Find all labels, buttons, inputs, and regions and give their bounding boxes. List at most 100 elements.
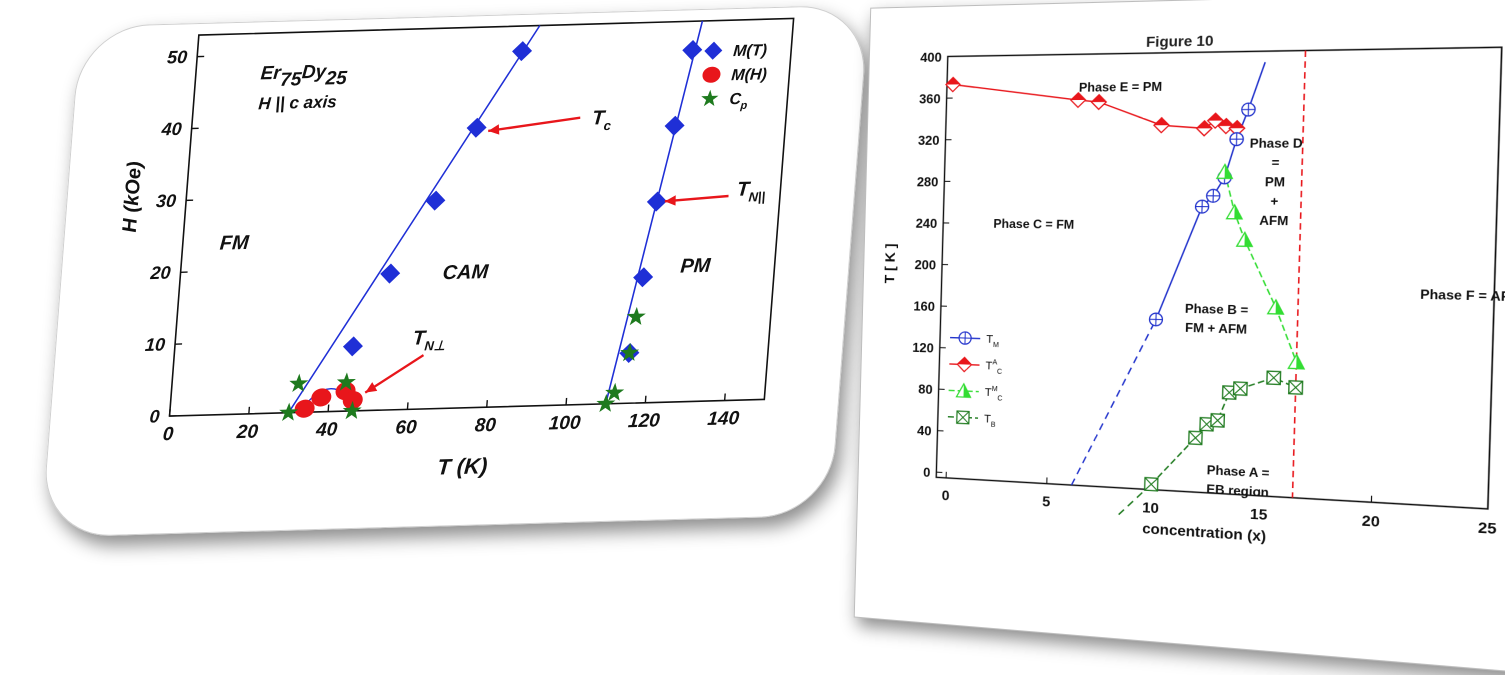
left-chart-svg: 02040608010012014001020304050T (K)H (kOe…	[40, 4, 869, 537]
legend-marker	[959, 332, 971, 345]
y-tick-label: 40	[917, 422, 932, 438]
tn-parallel-arrow-head	[664, 195, 676, 206]
tm-marker	[1206, 189, 1220, 202]
x-tick-mark	[725, 394, 726, 401]
y-tick-label: 20	[149, 263, 172, 284]
mt-diamond-marker	[646, 191, 668, 212]
cp-star-marker	[288, 373, 308, 392]
tc-label-sub: c	[603, 118, 612, 133]
y-tick-label: 200	[914, 257, 936, 273]
legend-label-sub: B	[991, 422, 996, 430]
mt-diamond-marker	[342, 336, 364, 357]
y-tick-label: 50	[166, 47, 188, 68]
phase-d-label-line: PM	[1265, 175, 1286, 190]
tn-parallel-label: TN||	[736, 178, 767, 205]
tb-marker	[1211, 414, 1225, 427]
x-tick-label: 140	[707, 408, 741, 430]
legend-mh-marker	[702, 66, 721, 83]
tc-arrow-shaft	[488, 118, 580, 131]
mt-diamond-marker	[511, 41, 533, 62]
x-tick-label: 120	[627, 410, 661, 432]
y-tick-label: 400	[920, 49, 942, 65]
x-tick-label: 20	[235, 422, 259, 444]
tm-marker	[1230, 133, 1244, 146]
x-tick-label: 20	[1362, 512, 1381, 530]
right-chart-svg: Figure 100408012016020024028032036040005…	[854, 0, 1505, 675]
sample-label-part: Dy	[301, 61, 328, 83]
legend-cp-marker	[700, 90, 718, 107]
phase-d-label-line: Phase D	[1250, 136, 1304, 151]
tm-marker	[1149, 313, 1162, 326]
tm-marker	[1195, 200, 1208, 213]
mh-circle-marker	[311, 388, 332, 407]
sample-label: Er75Dy25	[259, 61, 348, 91]
tb-marker	[1189, 431, 1202, 444]
sample-label-part: 25	[324, 68, 348, 90]
left-chart-card: 02040608010012014001020304050T (K)H (kOe…	[40, 4, 869, 537]
chart-title: Figure 10	[1146, 33, 1214, 50]
y-tick-label: 160	[913, 298, 935, 314]
sample-label-part: 75	[279, 69, 302, 91]
x-tick-label: 5	[1042, 494, 1051, 510]
x-tick-label: 15	[1250, 506, 1268, 523]
y-tick-label: 320	[918, 132, 940, 147]
mt-diamond-marker	[682, 40, 704, 61]
x-tick-label: 0	[942, 488, 951, 504]
legend-cp-label-sub: p	[739, 100, 748, 112]
tn-perp-label-sub: N⊥	[424, 338, 446, 354]
phase-d-label-line: =	[1271, 155, 1279, 170]
tm-marker	[1242, 103, 1256, 116]
tc-arrow-head	[488, 124, 500, 135]
phase-e-label: Phase E = PM	[1079, 79, 1163, 95]
tn-perp-label: TN⊥	[412, 327, 447, 354]
tb-marker	[1234, 382, 1248, 395]
x-tick-label: 40	[314, 419, 338, 441]
x-tick-label: 60	[395, 417, 418, 439]
x-tick-mark	[407, 402, 408, 409]
y-tick-label: 280	[917, 174, 939, 190]
tb-marker	[1267, 371, 1281, 384]
y-tick-label: 240	[916, 215, 938, 231]
phase-boundary-line	[606, 21, 703, 404]
x-axis-label: T (K)	[436, 453, 488, 479]
tb-marker	[1289, 381, 1303, 394]
y-tick-label: 40	[160, 119, 183, 140]
phase-f-label: Phase F = AFM	[1420, 287, 1505, 305]
y-tick-label: 0	[923, 464, 931, 480]
tc-label: Tc	[591, 107, 613, 134]
y-tick-label: 30	[155, 191, 177, 212]
mt-diamond-marker	[664, 115, 686, 136]
legend-label-sub: C	[997, 395, 1002, 402]
phase-d-label-line: AFM	[1259, 213, 1289, 229]
tn-perp-arrow-head	[365, 382, 378, 393]
legend-mt-marker	[704, 41, 723, 60]
x-tick-label: 100	[548, 413, 582, 435]
phase-b-label-line: FM + AFM	[1185, 320, 1248, 337]
field-direction-label: H || c axis	[258, 92, 338, 113]
y-tick-label: 360	[919, 91, 941, 107]
x-tick-label: 25	[1478, 519, 1498, 537]
y-tick-label: 10	[144, 334, 166, 355]
tn-parallel-label-sub: N||	[748, 189, 766, 204]
x-tick-mark	[249, 407, 250, 414]
right-chart-card: Figure 100408012016020024028032036040005…	[854, 0, 1505, 675]
tb-marker	[1145, 478, 1158, 491]
phase-a-label-line: EB region	[1206, 482, 1269, 501]
legend-mh-label: M(H)	[731, 65, 768, 84]
y-axis-label: H (kOe)	[119, 161, 146, 233]
y-tick-label: 120	[912, 339, 934, 355]
x-tick-mark	[170, 409, 171, 416]
legend-cp-label: Cp	[729, 90, 749, 113]
x-tick-label: 0	[162, 424, 175, 445]
phase-region-label: PM	[680, 255, 713, 278]
phase-d-label-line: +	[1270, 194, 1278, 209]
phase-c-label: Phase C = FM	[993, 216, 1074, 232]
x-tick-mark	[487, 400, 488, 407]
legend-label-sup: M	[992, 386, 998, 394]
x-tick-mark	[328, 405, 329, 412]
x-tick-mark	[566, 398, 567, 405]
y-tick-label: 0	[149, 406, 161, 426]
legend-label-sup: A	[992, 359, 997, 366]
y-axis-label: T [ K ]	[882, 243, 898, 283]
mt-diamond-marker	[425, 190, 447, 211]
